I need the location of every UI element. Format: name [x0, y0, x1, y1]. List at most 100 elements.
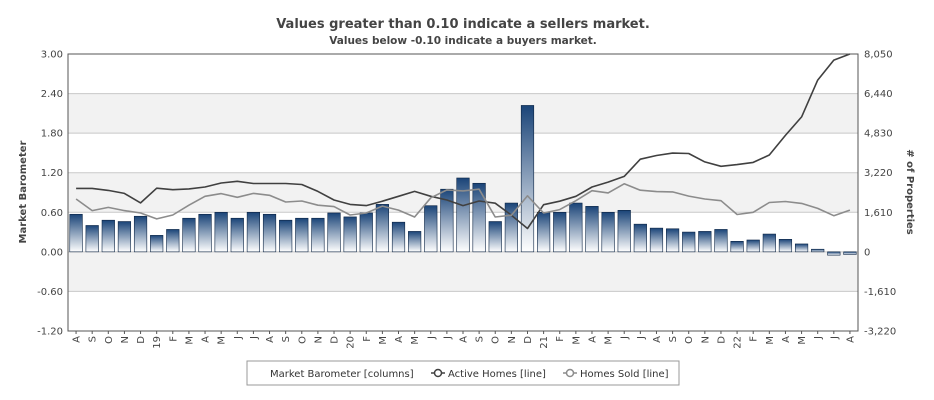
bar [811, 248, 825, 253]
bar [295, 217, 309, 253]
bar [456, 177, 470, 253]
x-tick-label: D [717, 336, 728, 344]
bar [585, 206, 599, 253]
x-tick-label: O [684, 336, 695, 344]
x-tick-label: F [555, 336, 566, 342]
bar [408, 231, 422, 253]
chart-title: Values greater than 0.10 indicate a sell… [276, 17, 650, 32]
x-tick-label: N [507, 336, 518, 343]
bar [633, 223, 647, 253]
bar [698, 231, 712, 253]
bar [69, 213, 83, 253]
x-tick-label: A [201, 336, 212, 343]
x-tick-label: D [330, 336, 341, 344]
legend-active-marker-icon [433, 368, 443, 378]
x-tick-label: F [168, 336, 179, 342]
bar [730, 241, 744, 253]
bar [682, 231, 696, 253]
x-tick-label: J [233, 336, 244, 340]
y-tick-label: 0.60 [41, 208, 63, 219]
bar [488, 221, 502, 253]
x-tick-label: A [394, 336, 405, 343]
x-tick-label: A [845, 336, 856, 343]
bar [843, 251, 857, 255]
y2-tick-label: 0 [864, 247, 870, 258]
y2-tick-label: 1,610 [864, 208, 893, 219]
bar [472, 182, 486, 253]
x-tick-label: A [72, 336, 83, 343]
x-tick-label: M [378, 336, 389, 345]
x-tick-label: A [588, 336, 599, 343]
bar [714, 229, 728, 253]
y2-tick-label: 6,440 [864, 89, 893, 100]
x-tick-label: J [426, 336, 437, 340]
chart-subtitle: Values below -0.10 indicate a buyers mar… [329, 35, 597, 47]
x-tick-label: A [459, 336, 470, 343]
bar [166, 229, 180, 253]
series-lines [75, 53, 851, 230]
right-axis-ticks: 8,050 6,440 4,830 3,220 1,610 0 -1,610 -3,220 [864, 50, 896, 338]
x-tick-label: J [829, 336, 840, 340]
bar [262, 213, 277, 253]
x-tick-label: O [104, 336, 115, 344]
bar [182, 217, 196, 253]
x-tick-label: M [765, 336, 776, 345]
x-tick-label: F [362, 336, 373, 342]
x-tick-label: J [620, 336, 631, 340]
left-axis-ticks: 3.00 2.40 1.80 1.20 0.60 0.00 -0.60 -1.20 [37, 50, 63, 338]
x-tick-label: M [604, 336, 615, 345]
homes-sold-line [75, 183, 851, 220]
bar [359, 212, 373, 253]
x-tick-label: 21 [539, 336, 550, 349]
legend-box [246, 360, 680, 386]
x-tick-label: A [652, 336, 663, 343]
legend: Market Barometer [columns] Active Homes … [246, 360, 680, 386]
y-tick-label: 3.00 [41, 50, 63, 61]
bar [649, 227, 664, 253]
bar [214, 211, 228, 253]
x-tick-label: J [636, 336, 647, 340]
y2-tick-label: -1,610 [864, 287, 896, 298]
y-tick-label: 1.20 [41, 168, 63, 179]
y2-tick-label: 3,220 [864, 168, 893, 179]
x-axis-ticks: A S O N D 19 F M A M J J A S O N D 20 F M A M J J A S O N D 21 F M A M J J A… [72, 331, 856, 349]
x-tick-label: M [184, 336, 195, 345]
y2-tick-label: -3,220 [864, 327, 896, 338]
y-tick-label: 2.40 [41, 89, 63, 100]
x-tick-label: N [700, 336, 711, 343]
bar [101, 219, 115, 253]
bar [375, 204, 389, 253]
x-tick-label: N [120, 336, 131, 343]
bar [311, 217, 325, 253]
bar [343, 216, 357, 253]
y-tick-label: -1.20 [37, 327, 63, 338]
bar [794, 243, 809, 253]
bar [150, 235, 164, 253]
bar [601, 211, 615, 253]
x-tick-label: F [749, 336, 760, 342]
barometer-columns [69, 105, 857, 256]
x-tick-label: J [813, 336, 824, 340]
x-tick-label: M [217, 336, 228, 345]
x-tick-label: 20 [346, 336, 357, 349]
x-tick-label: M [571, 336, 582, 345]
legend-item-homes-sold[interactable]: Homes Sold [line] [580, 369, 669, 380]
legend-item-active-homes[interactable]: Active Homes [line] [448, 369, 546, 380]
band [68, 251, 858, 292]
bar [537, 211, 551, 253]
bar [198, 213, 212, 253]
bar [827, 251, 841, 256]
x-tick-label: J [442, 336, 453, 340]
y2-tick-label: 8,050 [864, 50, 893, 61]
legend-item-market-barometer[interactable]: Market Barometer [columns] [270, 369, 414, 380]
y-tick-label: 1.80 [41, 129, 63, 140]
active-homes-line [76, 53, 851, 230]
x-tick-label: A [781, 336, 792, 343]
bar [133, 215, 148, 253]
bar [279, 219, 293, 253]
bar [746, 239, 760, 253]
bar [666, 228, 680, 253]
bar [520, 105, 535, 253]
x-tick-label: O [491, 336, 502, 344]
